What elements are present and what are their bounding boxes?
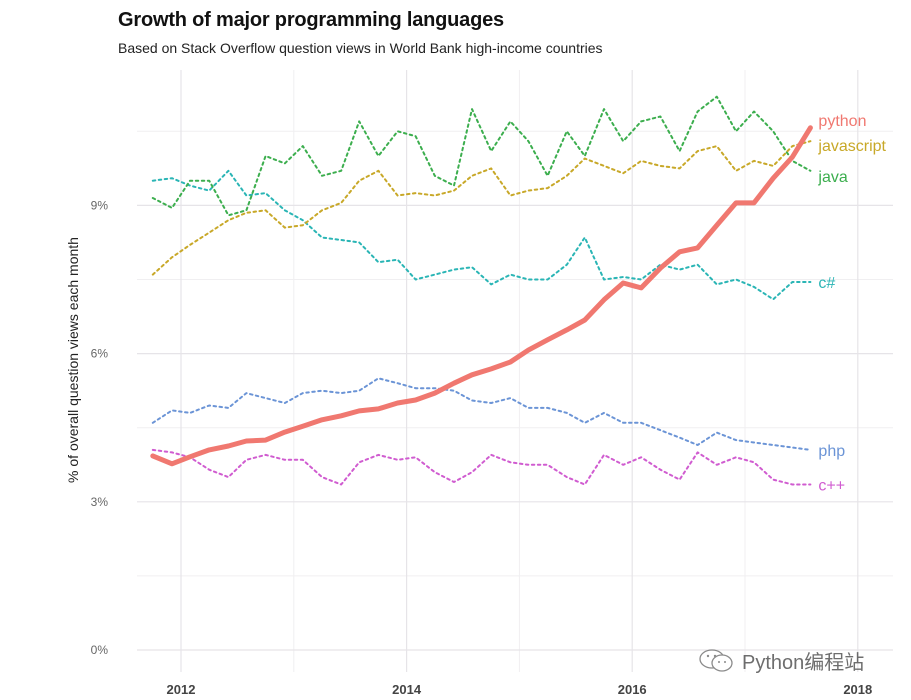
y-tick-label: 9% xyxy=(91,198,109,212)
watermark: Python编程站 xyxy=(698,646,864,675)
series-label-php: php xyxy=(818,443,845,460)
plot-background xyxy=(137,70,893,672)
series-label-javascript: javascript xyxy=(817,138,886,155)
x-axis-ticks: 2012 2014 2016 2018 xyxy=(167,682,873,697)
series-line-javascript xyxy=(151,140,812,276)
y-tick-label: 6% xyxy=(91,347,109,361)
series-line-php xyxy=(151,377,812,451)
series-label-java: java xyxy=(817,169,847,186)
x-tick-label: 2012 xyxy=(167,682,196,697)
x-tick-label: 2016 xyxy=(618,682,647,697)
y-axis-label: % of overall question views each month xyxy=(65,237,81,483)
series-label-csharp: c# xyxy=(818,275,835,292)
watermark-text: Python编程站 xyxy=(742,652,865,674)
series-end-labels: python javascript java c# php c++ xyxy=(817,113,886,495)
series-label-python: python xyxy=(818,113,866,130)
series-line-java xyxy=(151,95,812,217)
wechat-icon xyxy=(699,648,733,672)
chart-title: Growth of major programming languages xyxy=(118,9,504,31)
series-line-python xyxy=(150,125,813,467)
chart-subtitle: Based on Stack Overflow question views i… xyxy=(118,40,603,56)
series-label-cplusplus: c++ xyxy=(818,478,845,495)
series-line-cplusplus xyxy=(151,448,812,486)
y-tick-label: 3% xyxy=(91,495,109,509)
gridlines xyxy=(137,70,893,672)
y-tick-label: 0% xyxy=(91,643,109,657)
x-tick-label: 2018 xyxy=(843,682,872,697)
series-line-csharp xyxy=(151,169,812,301)
y-axis-ticks: 0% 3% 6% 9% xyxy=(91,198,109,657)
series-lines xyxy=(150,95,813,486)
x-tick-label: 2014 xyxy=(392,682,422,697)
